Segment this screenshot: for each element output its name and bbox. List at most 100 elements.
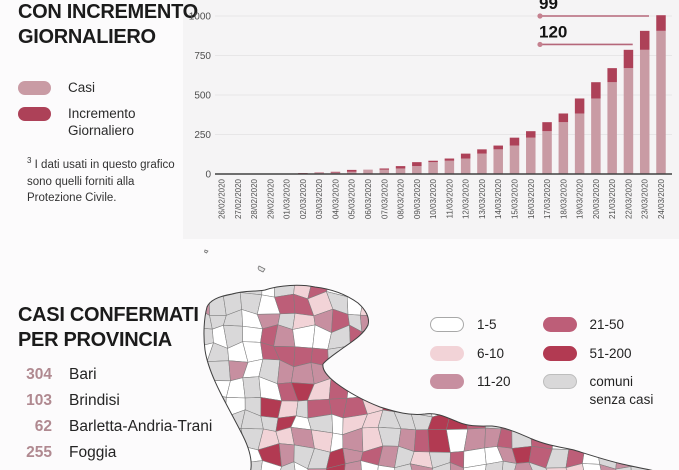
municipality-cell bbox=[668, 292, 679, 317]
region-outline bbox=[203, 284, 653, 470]
municipality-cell bbox=[579, 285, 602, 300]
map-legend-item: 6-10 bbox=[430, 345, 511, 363]
map-title: CASI CONFERMATI PER PROVINCIA bbox=[18, 303, 218, 353]
municipality-cell bbox=[460, 296, 487, 314]
municipality-cell bbox=[667, 413, 679, 436]
province-case-list: 304 Bari 103 Brindisi 62 Barletta-Andria-Tran… bbox=[16, 366, 226, 470]
municipality-cell bbox=[277, 400, 299, 419]
municipality-cell bbox=[394, 463, 417, 470]
bar-incremento bbox=[639, 30, 650, 50]
bar-incremento bbox=[477, 149, 487, 154]
annotation-value: 120 bbox=[539, 22, 567, 41]
municipality-cell bbox=[446, 411, 469, 430]
municipality-cell bbox=[413, 309, 430, 331]
x-tick-label: 27/02/2020 bbox=[234, 178, 243, 219]
municipality-cell bbox=[410, 378, 430, 401]
annotation-dot bbox=[537, 41, 543, 48]
x-tick-label: 23/03/2020 bbox=[641, 178, 650, 219]
municipality-cell bbox=[326, 463, 346, 470]
municipality-cell bbox=[580, 411, 604, 434]
municipality-cell bbox=[671, 366, 679, 381]
province-name: Brindisi bbox=[69, 392, 120, 409]
municipality-cell bbox=[258, 460, 282, 470]
x-tick-label: 26/02/2020 bbox=[218, 178, 227, 219]
bar-casi bbox=[460, 158, 471, 174]
municipality-cell bbox=[328, 378, 350, 400]
municipality-cell bbox=[630, 448, 652, 469]
municipality-cell bbox=[635, 294, 649, 311]
map-legend-item: 1-5 bbox=[430, 316, 511, 334]
municipality-cell bbox=[460, 285, 485, 298]
municipality-cell bbox=[530, 285, 549, 299]
municipality-cell bbox=[241, 460, 263, 470]
x-tick-label: 17/03/2020 bbox=[543, 178, 552, 219]
municipality-cell bbox=[348, 343, 361, 368]
municipality-cell bbox=[394, 344, 418, 367]
province-row: 62 Barletta-Andria-Trani bbox=[16, 418, 226, 444]
x-tick-label: 15/03/2020 bbox=[511, 178, 520, 219]
map-legend-swatch bbox=[542, 317, 577, 332]
municipality-cell bbox=[203, 285, 210, 299]
x-tick-label: 03/03/2020 bbox=[315, 178, 324, 219]
bar-incremento bbox=[656, 15, 666, 31]
province-row: 103 Brindisi bbox=[16, 392, 226, 418]
municipality-cell bbox=[667, 434, 679, 450]
bar-incremento bbox=[493, 145, 503, 150]
chart-legend-item: Incremento Giornaliero bbox=[18, 106, 183, 140]
map-legend-swatch bbox=[430, 374, 464, 390]
annotation-dot bbox=[537, 13, 543, 19]
municipality-cell bbox=[392, 294, 415, 313]
municipality-cell bbox=[511, 430, 532, 449]
x-tick-label: 10/03/2020 bbox=[429, 178, 438, 219]
map-title-line2: PER PROVINCIA bbox=[18, 329, 172, 351]
map-legend-swatch bbox=[542, 374, 577, 390]
province-case-count: 103 bbox=[26, 392, 52, 409]
municipality-cell bbox=[228, 462, 247, 470]
map-legend-swatch bbox=[430, 345, 464, 361]
map-legend-item: 51-200 bbox=[542, 345, 668, 363]
municipality-cell bbox=[359, 293, 384, 317]
municipality-cell bbox=[649, 432, 671, 452]
municipality-cell bbox=[512, 285, 538, 299]
x-tick-label: 06/03/2020 bbox=[364, 178, 373, 219]
bar-incremento bbox=[395, 166, 406, 169]
map-legend-label: 21-50 bbox=[589, 317, 625, 332]
x-tick-label: 21/03/2020 bbox=[608, 178, 617, 219]
bar-incremento bbox=[346, 169, 357, 172]
municipality-cell bbox=[547, 290, 570, 314]
municipality-cell bbox=[481, 285, 503, 298]
municipality-cell bbox=[444, 290, 463, 316]
chart-title-line1: CON INCREMENTO bbox=[18, 1, 198, 23]
municipality-cell bbox=[497, 296, 514, 317]
municipality-cell bbox=[275, 461, 297, 470]
municipality-cell bbox=[511, 416, 531, 432]
bar-incremento bbox=[428, 160, 438, 163]
municipality-cell bbox=[618, 409, 639, 435]
bar-casi bbox=[574, 113, 585, 174]
municipality-cell bbox=[375, 285, 400, 295]
municipality-cell bbox=[666, 313, 679, 330]
municipality-cell bbox=[666, 325, 679, 348]
municipality-cell bbox=[664, 460, 679, 470]
municipality-cell bbox=[549, 410, 566, 434]
municipality-cell bbox=[394, 309, 418, 327]
x-tick-label: 29/02/2020 bbox=[266, 178, 275, 219]
municipality-cell bbox=[360, 343, 380, 362]
bar-casi bbox=[477, 153, 487, 174]
municipality-cell bbox=[394, 325, 418, 351]
bar-incremento bbox=[526, 131, 536, 138]
municipality-cell bbox=[671, 379, 679, 399]
bar-casi bbox=[639, 49, 650, 175]
municipality-cell bbox=[597, 412, 623, 435]
municipality-cell bbox=[379, 325, 396, 351]
municipality-cell bbox=[360, 358, 380, 385]
municipality-cell bbox=[358, 285, 381, 295]
y-tick-label: 750 bbox=[194, 51, 211, 62]
municipality-cell bbox=[529, 410, 554, 434]
x-tick-label: 20/03/2020 bbox=[592, 178, 601, 219]
bar-incremento bbox=[444, 158, 455, 161]
map-legend-item: 21-50 bbox=[542, 316, 668, 334]
incremento-swatch bbox=[18, 106, 51, 121]
municipality-cell bbox=[411, 295, 430, 312]
x-tick-label: 01/03/2020 bbox=[283, 178, 292, 219]
